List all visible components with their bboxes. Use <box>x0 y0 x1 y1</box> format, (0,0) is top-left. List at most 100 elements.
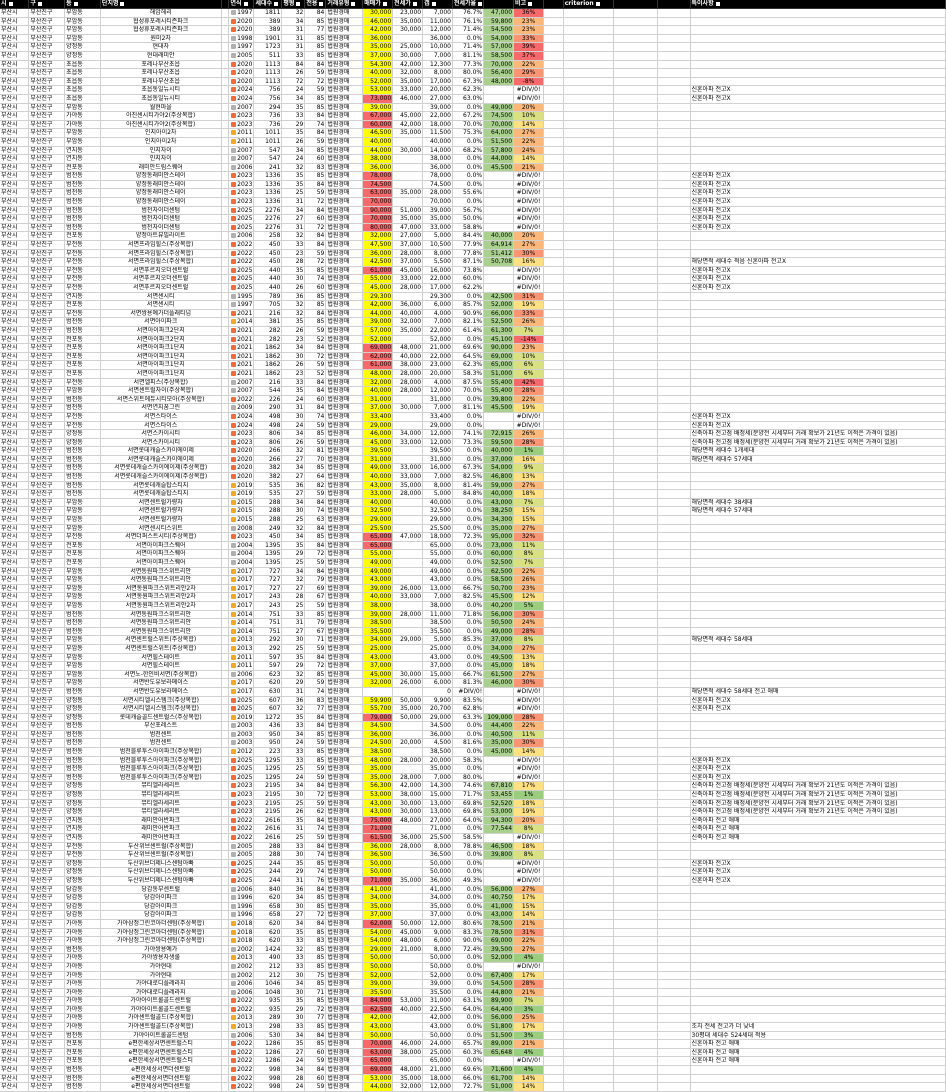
cell-col-20[interactable]: 신혼아파 전고X <box>690 266 946 276</box>
cell-col-1[interactable]: 부산진구 <box>28 1013 66 1024</box>
cell-col-16[interactable] <box>543 885 564 895</box>
cell-col-11[interactable]: 26,000 <box>392 678 424 688</box>
cell-col-20[interactable]: 신혼아파 전고X <box>690 274 946 284</box>
cell-col-6[interactable]: 751 <box>253 618 283 628</box>
cell-col-3[interactable]: 래미안어반파크 <box>100 824 222 834</box>
cell-col-20[interactable]: 신혼아파 전고X <box>690 764 946 774</box>
cell-col-0[interactable]: 부산시 <box>0 266 30 276</box>
cell-col-13[interactable]: #DIV/0! <box>452 687 485 697</box>
cell-col-9[interactable]: 법원경매 <box>325 902 364 912</box>
cell-col-13[interactable]: 77.8% <box>452 249 485 259</box>
cell-col-6[interactable]: 1395 <box>253 549 283 559</box>
cell-col-0[interactable]: 부산시 <box>0 1005 30 1015</box>
cell-col-2[interactable]: 양정동 <box>64 696 101 706</box>
cell-col-14[interactable] <box>483 85 515 95</box>
cell-col-2[interactable]: 양정동 <box>64 704 101 714</box>
cell-col-2[interactable]: 부암동 <box>64 128 101 138</box>
cell-col-3[interactable]: 당감동부센트럴 <box>100 885 222 895</box>
cell-col-17[interactable] <box>563 764 614 774</box>
cell-col-7[interactable]: 35 <box>281 266 306 276</box>
cell-col-13[interactable]: 80.6% <box>452 919 485 929</box>
cell-col-12[interactable]: 34,000 <box>422 893 453 903</box>
cell-col-0[interactable]: 부산시 <box>0 1048 30 1058</box>
cell-col-14[interactable]: 78,500 <box>483 928 515 938</box>
cell-col-0[interactable]: 부산시 <box>0 231 30 242</box>
cell-col-18[interactable] <box>613 446 658 456</box>
cell-col-14[interactable]: 57,000 <box>483 42 515 52</box>
cell-col-13[interactable]: 0.0% <box>452 421 485 431</box>
cell-col-8[interactable]: 74 <box>304 274 327 284</box>
cell-col-20[interactable] <box>690 747 946 757</box>
cell-col-11[interactable]: 30,000 <box>392 807 424 817</box>
cell-col-11[interactable] <box>392 971 424 981</box>
cell-col-0[interactable]: 부산시 <box>0 781 30 792</box>
cell-col-9[interactable]: 법원경매 <box>325 120 364 130</box>
cell-col-11[interactable]: 36,000 <box>392 833 424 843</box>
cell-col-17[interactable] <box>563 584 614 594</box>
cell-col-5[interactable]: 2014 <box>228 317 255 327</box>
cell-col-11[interactable]: 21,000 <box>392 945 424 955</box>
cell-col-10[interactable]: 29,000 <box>362 945 394 955</box>
cell-col-19[interactable] <box>657 472 691 482</box>
cell-col-16[interactable] <box>543 292 564 302</box>
filter-dropdown-icon[interactable] <box>715 1 720 6</box>
cell-col-17[interactable] <box>563 146 614 156</box>
cell-col-8[interactable]: 85 <box>304 292 327 302</box>
cell-col-7[interactable]: 33 <box>281 756 306 766</box>
cell-col-10[interactable]: 49,000 <box>362 567 394 577</box>
cell-col-8[interactable]: 74 <box>304 506 327 517</box>
cell-col-5[interactable]: 2023 <box>228 781 255 792</box>
cell-col-11[interactable] <box>392 1022 424 1032</box>
cell-col-11[interactable] <box>392 850 424 860</box>
cell-col-9[interactable]: 법원경매 <box>325 438 364 448</box>
cell-col-3[interactable]: 가야쌍용예가 <box>100 945 222 955</box>
column-header-14[interactable] <box>483 0 515 9</box>
cell-col-14[interactable]: 58,500 <box>483 51 515 61</box>
cell-col-18[interactable] <box>613 971 658 981</box>
cell-col-3[interactable]: 서면스카이시티 <box>100 429 222 439</box>
cell-col-19[interactable] <box>657 1065 691 1075</box>
cell-col-8[interactable]: 72 <box>304 661 327 671</box>
cell-col-11[interactable] <box>392 524 424 534</box>
cell-col-16[interactable] <box>543 274 564 284</box>
cell-col-18[interactable] <box>613 842 658 852</box>
cell-col-10[interactable]: 45,000 <box>362 670 394 680</box>
cell-col-12[interactable]: 15,000 <box>422 670 453 680</box>
cell-col-3[interactable]: 당감아이파크 <box>100 893 222 903</box>
cell-col-5[interactable]: 2011 <box>228 128 255 138</box>
cell-col-11[interactable]: 38,000 <box>392 360 424 370</box>
cell-col-10[interactable]: 31,000 <box>362 455 394 465</box>
cell-col-13[interactable]: 72.3% <box>452 532 485 542</box>
cell-col-2[interactable]: 양정동 <box>64 42 101 52</box>
cell-col-7[interactable]: 35 <box>281 171 306 181</box>
cell-col-6[interactable]: 288 <box>253 842 283 852</box>
cell-col-5[interactable]: 2015 <box>228 506 255 517</box>
cell-col-10[interactable]: 53,000 <box>362 85 394 95</box>
cell-col-12[interactable]: 8,000 <box>422 68 453 78</box>
cell-col-0[interactable]: 부산시 <box>0 738 30 749</box>
cell-col-20[interactable] <box>690 618 946 628</box>
cell-col-6[interactable]: 1286 <box>253 1048 283 1058</box>
cell-col-0[interactable]: 부산시 <box>0 326 30 336</box>
cell-col-19[interactable] <box>657 266 691 276</box>
cell-col-12[interactable]: 71,000 <box>422 824 453 834</box>
cell-col-20[interactable] <box>690 146 946 156</box>
cell-col-2[interactable]: 전포동 <box>64 360 101 370</box>
cell-col-13[interactable]: 75.3% <box>452 128 485 138</box>
cell-col-5[interactable]: 2005 <box>228 842 255 852</box>
cell-col-4[interactable] <box>221 532 230 542</box>
cell-col-6[interactable]: 597 <box>253 661 283 671</box>
cell-col-16[interactable] <box>543 180 564 190</box>
cell-col-15[interactable]: #DIV/0! <box>513 188 544 199</box>
cell-col-20[interactable] <box>690 249 946 259</box>
cell-col-12[interactable]: 36,500 <box>422 850 453 860</box>
cell-col-0[interactable]: 부산시 <box>0 1074 30 1084</box>
cell-col-0[interactable]: 부산시 <box>0 678 30 688</box>
cell-col-19[interactable] <box>657 292 691 302</box>
cell-col-3[interactable]: 서면동원파크스위트리안2차 <box>100 592 222 602</box>
cell-col-4[interactable] <box>221 885 230 895</box>
cell-col-13[interactable]: 66.7% <box>452 584 485 594</box>
cell-col-14[interactable]: 43,000 <box>483 910 515 920</box>
cell-col-19[interactable] <box>657 696 691 706</box>
cell-col-0[interactable]: 부산시 <box>0 8 30 18</box>
